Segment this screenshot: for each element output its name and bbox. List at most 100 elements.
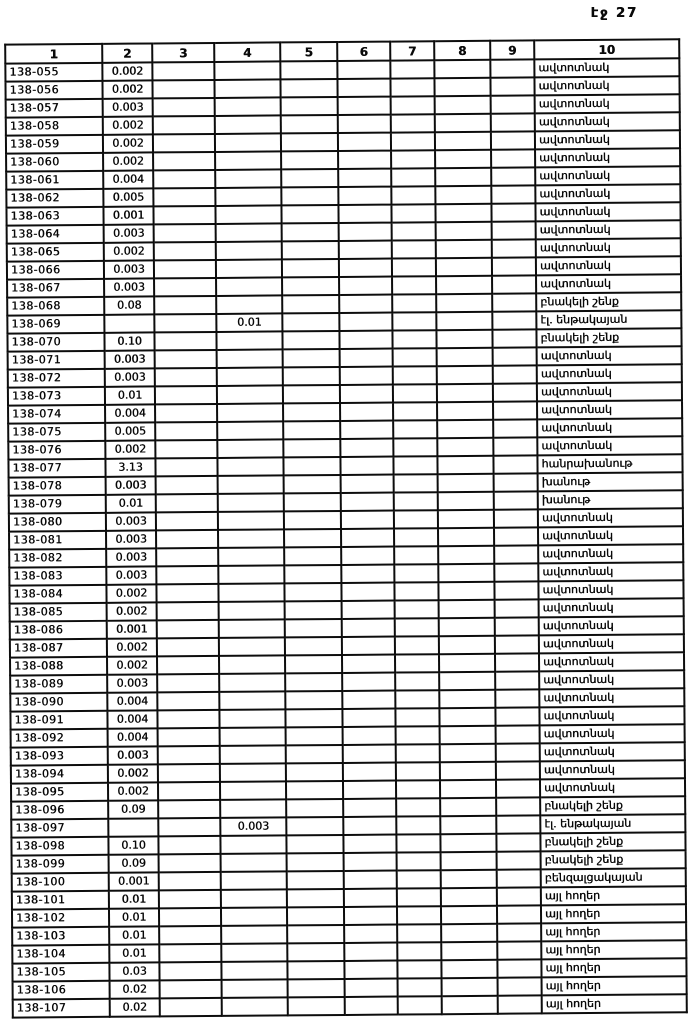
cell-empty [491, 185, 536, 204]
cell-parcel-id: 138-092 [10, 728, 108, 748]
cell-empty [492, 347, 537, 366]
column-header-5: 5 [280, 41, 338, 62]
cell-empty [153, 169, 216, 189]
cell-empty [391, 150, 436, 169]
cell-empty [283, 402, 341, 422]
cell-empty [339, 384, 394, 403]
cell-empty [286, 852, 344, 872]
cell-empty [104, 314, 155, 333]
cell-empty [492, 311, 537, 330]
data-table: 1 2 3 4 5 6 7 8 9 10 138-055 0.002 ավտոտնակ 138-056 0… [4, 38, 688, 1019]
cell-empty [494, 617, 539, 636]
cell-area-value: 0.01 [104, 386, 156, 405]
cell-empty [343, 906, 398, 925]
cell-empty [340, 456, 394, 475]
cell-empty [441, 977, 498, 997]
cell-area-value: 0.003 [104, 350, 155, 369]
cell-land-use-label: խանութ [537, 472, 683, 492]
cell-empty [221, 997, 288, 1016]
cell-parcel-id: 138-068 [7, 296, 105, 316]
cell-empty [391, 168, 436, 187]
cell-empty [340, 420, 394, 439]
cell-empty [343, 798, 397, 817]
cell-land-use-label: այլ հողեր [540, 886, 686, 906]
cell-empty [157, 673, 220, 693]
cell-empty [497, 959, 542, 978]
cell-land-use-label: ավտոտնակ [538, 598, 684, 618]
cell-empty [392, 366, 437, 385]
cell-empty [281, 168, 339, 188]
cell-parcel-id: 138-096 [11, 800, 109, 820]
cell-empty [437, 473, 494, 493]
cell-empty [220, 889, 287, 908]
cell-empty [338, 240, 392, 259]
cell-empty [439, 743, 496, 763]
cell-area-value: 0.002 [106, 638, 157, 657]
cell-empty [287, 924, 345, 944]
cell-empty [435, 185, 492, 205]
cell-empty [339, 366, 393, 385]
cell-empty [341, 636, 395, 655]
cell-empty [220, 853, 287, 872]
cell-empty [390, 96, 435, 115]
cell-empty [220, 799, 287, 818]
cell-empty [392, 384, 438, 403]
cell-parcel-id: 138-083 [9, 566, 107, 586]
cell-empty [218, 655, 286, 674]
cell-empty [338, 168, 392, 187]
cell-empty [391, 222, 436, 241]
cell-empty [496, 815, 541, 834]
cell-empty [436, 347, 493, 367]
cell-empty [216, 331, 283, 350]
cell-empty [391, 186, 436, 205]
cell-parcel-id: 138-094 [10, 764, 108, 784]
cell-empty [434, 77, 491, 97]
table-wrapper: 1 2 3 4 5 6 7 8 9 10 138-055 0.002 ավտոտնակ 138-056 0… [4, 38, 688, 1019]
cell-empty [391, 204, 436, 223]
cell-land-use-label: այլ հողեր [540, 904, 687, 924]
cell-empty [393, 420, 438, 439]
cell-empty [440, 869, 497, 889]
cell-empty [216, 349, 283, 368]
cell-empty [397, 978, 442, 997]
cell-empty [214, 97, 281, 116]
cell-land-use-label: էլ. ենթակայան [540, 814, 686, 834]
cell-parcel-id: 138-093 [10, 746, 108, 766]
cell-empty [339, 348, 393, 367]
cell-empty [152, 115, 215, 135]
cell-empty [283, 492, 341, 512]
page-number-label: էջ 27 [590, 6, 638, 21]
cell-empty [494, 545, 539, 564]
cell-empty [395, 708, 440, 727]
cell-empty [493, 473, 538, 492]
cell-empty [437, 527, 495, 547]
cell-land-use-label: ավտոտնակ [536, 346, 682, 366]
cell-empty [217, 421, 284, 440]
cell-empty [439, 689, 496, 709]
cell-empty [339, 330, 393, 349]
cell-empty [155, 421, 218, 441]
cell-empty [441, 959, 498, 979]
cell-parcel-id: 138-098 [11, 836, 109, 856]
cell-empty [496, 797, 541, 816]
cell-empty [397, 960, 442, 979]
cell-empty [219, 709, 286, 728]
cell-parcel-id: 138-055 [5, 62, 103, 82]
cell-empty [152, 61, 215, 81]
cell-land-use-label: ավտոտնակ [538, 616, 684, 636]
cell-empty [437, 401, 494, 421]
cell-empty [155, 511, 219, 531]
cell-empty [436, 293, 493, 313]
table-body: 138-055 0.002 ավտոտնակ 138-056 0.002 ավտոտնակ… [5, 58, 687, 1018]
cell-area-value: 0.003 [104, 278, 155, 297]
cell-empty [494, 581, 539, 600]
cell-empty [281, 258, 340, 278]
cell-empty [153, 259, 217, 279]
cell-empty [282, 312, 340, 332]
cell-empty [393, 438, 438, 457]
cell-area-value: 0.002 [103, 152, 154, 171]
cell-land-use-label: ավտոտնակ [537, 436, 683, 456]
cell-empty [285, 672, 343, 692]
cell-empty [217, 457, 284, 476]
cell-empty [153, 241, 216, 261]
